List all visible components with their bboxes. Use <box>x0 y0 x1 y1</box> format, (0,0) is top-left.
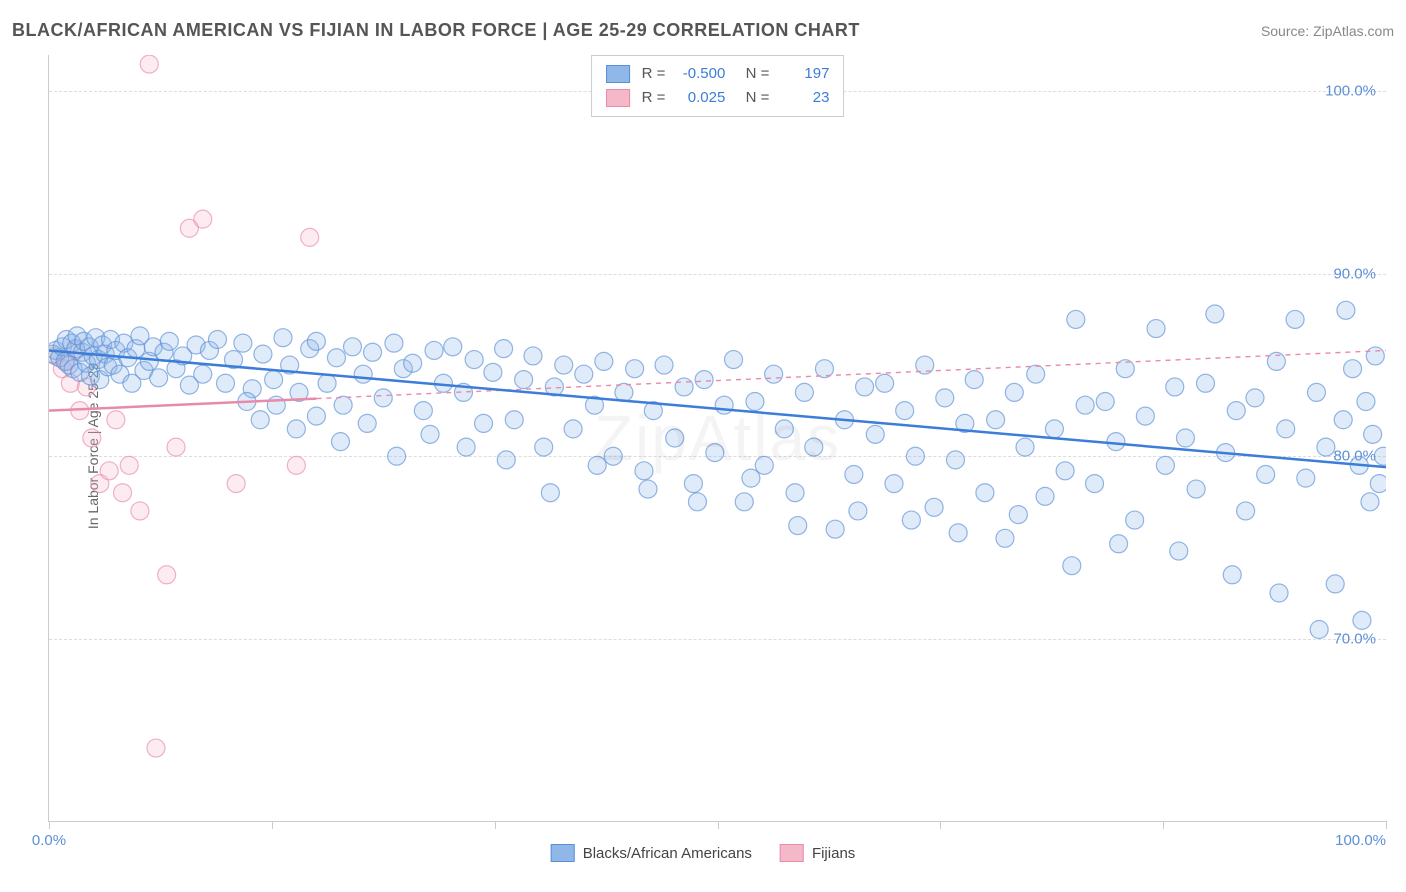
x-tick <box>940 821 941 829</box>
x-tick <box>1386 821 1387 829</box>
n-label: N = <box>737 62 769 86</box>
n-value-pink: 23 <box>777 86 829 110</box>
x-tick-label: 0.0% <box>32 832 66 849</box>
swatch-pink <box>606 89 630 107</box>
n-value-blue: 197 <box>777 62 829 86</box>
x-tick <box>1163 821 1164 829</box>
r-value-pink: 0.025 <box>673 86 725 110</box>
x-tick <box>272 821 273 829</box>
legend-label-pink: Fijians <box>812 845 855 862</box>
x-tick <box>495 821 496 829</box>
legend-label-blue: Blacks/African Americans <box>583 845 752 862</box>
legend-row-pink: R = 0.025 N = 23 <box>606 86 830 110</box>
legend-row-blue: R = -0.500 N = 197 <box>606 62 830 86</box>
r-value-blue: -0.500 <box>673 62 725 86</box>
x-tick <box>718 821 719 829</box>
x-tick <box>49 821 50 829</box>
chart-title: BLACK/AFRICAN AMERICAN VS FIJIAN IN LABO… <box>12 20 860 41</box>
x-tick-label: 100.0% <box>1335 832 1386 849</box>
legend-item-blue: Blacks/African Americans <box>551 844 752 862</box>
correlation-legend: R = -0.500 N = 197 R = 0.025 N = 23 <box>591 55 845 117</box>
swatch-blue-icon <box>551 844 575 862</box>
plot-area: ZipAtlas R = -0.500 N = 197 R = 0.025 N … <box>48 55 1386 822</box>
source-attribution: Source: ZipAtlas.com <box>1261 23 1394 39</box>
r-label: R = <box>642 86 666 110</box>
r-label: R = <box>642 62 666 86</box>
n-label: N = <box>737 86 769 110</box>
series-legend: Blacks/African Americans Fijians <box>551 844 856 862</box>
scatter-svg <box>49 55 1386 821</box>
swatch-blue <box>606 65 630 83</box>
swatch-pink-icon <box>780 844 804 862</box>
legend-item-pink: Fijians <box>780 844 855 862</box>
